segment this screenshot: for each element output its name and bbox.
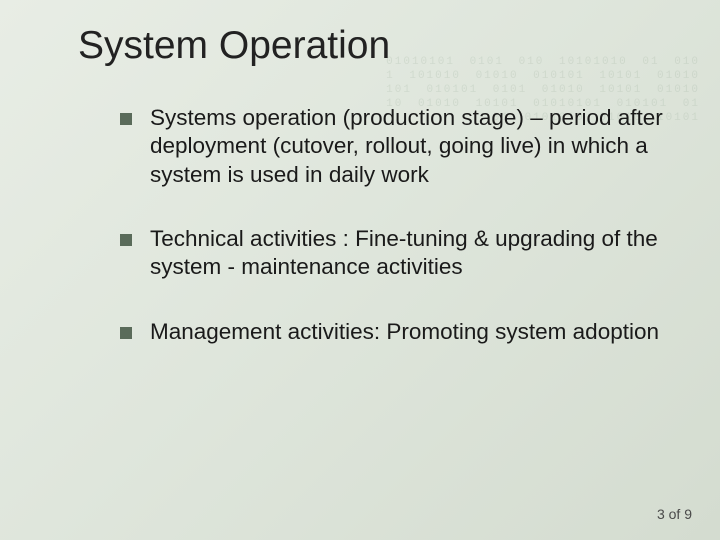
slide-container: System Operation Systems operation (prod… <box>0 0 720 540</box>
bullet-text: Management activities: Promoting system … <box>150 318 659 346</box>
bullet-square-icon <box>120 234 132 246</box>
bullet-text: Systems operation (production stage) – p… <box>150 104 680 189</box>
page-number: 3 of 9 <box>657 506 692 522</box>
list-item: Systems operation (production stage) – p… <box>120 104 680 189</box>
list-item: Management activities: Promoting system … <box>120 318 680 346</box>
slide-title: System Operation <box>0 24 720 80</box>
bullet-square-icon <box>120 113 132 125</box>
page-total: 9 <box>684 506 692 522</box>
page-separator: of <box>669 506 681 522</box>
bullet-text: Technical activities : Fine-tuning & upg… <box>150 225 680 282</box>
page-current: 3 <box>657 506 665 522</box>
bullet-list: Systems operation (production stage) – p… <box>0 80 720 346</box>
bullet-square-icon <box>120 327 132 339</box>
list-item: Technical activities : Fine-tuning & upg… <box>120 225 680 282</box>
